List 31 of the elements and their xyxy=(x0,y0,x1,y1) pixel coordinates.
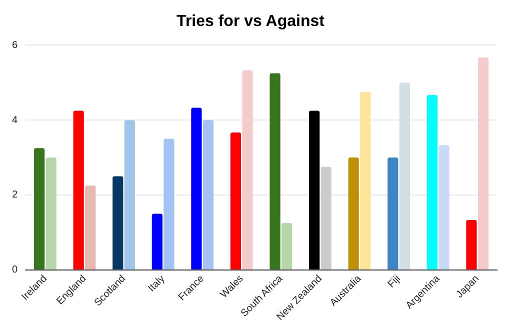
bar xyxy=(438,145,450,270)
bar xyxy=(112,176,124,270)
bar xyxy=(191,108,202,270)
bar xyxy=(242,70,253,270)
bar xyxy=(348,158,359,270)
bar xyxy=(388,158,398,270)
bar xyxy=(124,120,135,270)
y-tick-label: 0 xyxy=(12,264,18,276)
bar xyxy=(46,158,56,270)
bar xyxy=(466,220,477,270)
bar xyxy=(309,110,320,270)
bar xyxy=(270,73,280,270)
bar xyxy=(360,92,371,270)
bar xyxy=(34,148,45,270)
bar xyxy=(426,95,438,270)
x-tick-label: Fiji xyxy=(386,273,403,290)
bar xyxy=(282,223,292,270)
y-tick-label: 2 xyxy=(12,190,18,201)
bar xyxy=(230,132,242,270)
bar xyxy=(164,138,174,270)
bar xyxy=(202,120,214,270)
y-tick-label: 4 xyxy=(12,114,18,126)
bar xyxy=(73,110,84,270)
chart-title: Tries for vs Against xyxy=(176,13,326,30)
x-tick-label: Italy xyxy=(146,273,168,294)
bar xyxy=(152,214,162,270)
bar xyxy=(320,166,332,270)
y-tick-label: 6 xyxy=(12,40,18,51)
bar xyxy=(85,186,96,270)
bar xyxy=(399,82,410,270)
bar xyxy=(478,58,489,270)
